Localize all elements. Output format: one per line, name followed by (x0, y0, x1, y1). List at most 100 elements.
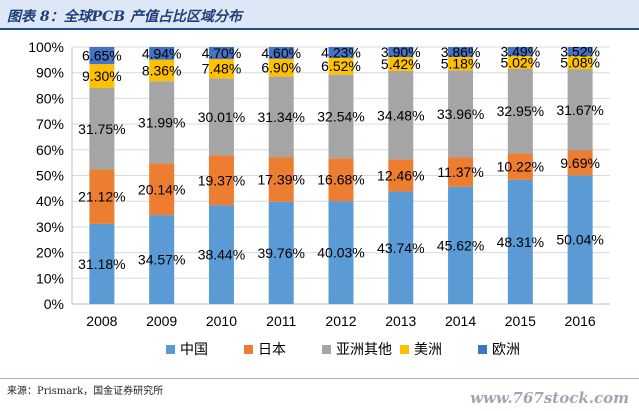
data-label: 19.37% (198, 172, 245, 188)
bar-segment (149, 215, 175, 304)
data-label: 32.95% (497, 103, 544, 119)
data-label: 50.04% (556, 232, 603, 248)
data-label: 5.42% (381, 56, 421, 72)
legend-swatch (478, 345, 487, 354)
data-label: 4.70% (202, 45, 242, 61)
bar-segment (149, 59, 175, 82)
bar-segment (328, 158, 354, 202)
bar-segment (149, 163, 175, 216)
legend-swatch (322, 345, 331, 354)
data-label: 45.62% (437, 237, 484, 253)
bar-segment (208, 155, 234, 206)
x-tick-label: 2009 (146, 313, 177, 329)
data-label: 9.30% (82, 68, 122, 84)
bar-segment (388, 70, 414, 160)
data-label: 17.39% (257, 171, 304, 187)
bar-segment (89, 47, 115, 65)
data-label: 34.48% (377, 107, 424, 123)
y-tick-label: 90% (36, 65, 64, 81)
x-tick-label: 2011 (266, 313, 296, 329)
data-label: 31.67% (556, 102, 603, 118)
data-label: 34.57% (138, 252, 185, 268)
y-tick-label: 70% (36, 116, 64, 132)
data-label: 43.74% (377, 240, 424, 256)
y-tick-label: 100% (28, 39, 64, 55)
bar-segment (507, 153, 533, 180)
y-tick-label: 0% (44, 296, 64, 312)
bar-segment (388, 159, 414, 192)
y-tick-label: 10% (36, 270, 64, 286)
bar-segment (328, 47, 354, 58)
bar-segment (448, 56, 474, 71)
data-label: 40.03% (317, 245, 364, 261)
bar-segment (89, 223, 115, 304)
data-label: 5.02% (500, 54, 540, 70)
data-label: 39.76% (257, 245, 304, 261)
bar-segment (89, 87, 115, 170)
x-tick-label: 2014 (445, 313, 476, 329)
data-label: 3.86% (441, 44, 481, 60)
data-label: 6.52% (321, 58, 361, 74)
bar-segment (268, 157, 294, 202)
data-label: 4.60% (261, 45, 301, 61)
bar-segment (567, 56, 593, 70)
chart-area: 0% 10% 20% 30% 40% 50% 60% 70% 80% 90% 100% 31.18% 2… (0, 30, 639, 378)
bar-segment (149, 81, 175, 164)
data-label: 31.99% (138, 114, 185, 130)
legend-label: 日本 (258, 341, 286, 357)
bar-segment (388, 191, 414, 304)
data-label: 8.36% (142, 62, 182, 78)
stacked-bar-chart: 0% 10% 20% 30% 40% 50% 60% 70% 80% 90% 100% 31.18% 2… (28, 39, 610, 357)
bar-segment (388, 47, 414, 58)
bar-segment (89, 169, 115, 224)
data-label: 32.54% (317, 108, 364, 124)
data-label: 31.75% (78, 121, 125, 137)
data-label: 11.37% (437, 164, 483, 180)
bar-segment (448, 157, 474, 187)
data-label: 3.90% (381, 44, 421, 60)
bar-segment (268, 58, 294, 77)
bar-segment (567, 47, 593, 57)
data-label: 21.12% (78, 189, 125, 205)
bar-segment (208, 78, 234, 156)
bar-segment (567, 69, 593, 151)
data-label: 30.01% (198, 109, 245, 125)
data-label: 5.08% (560, 55, 600, 71)
data-label: 4.94% (142, 45, 182, 61)
bar-segment (567, 175, 593, 304)
data-label: 31.34% (257, 109, 304, 125)
data-label: 6.65% (82, 48, 122, 64)
data-label: 31.18% (78, 256, 125, 272)
data-label: 3.52% (560, 44, 600, 60)
data-label: 10.22% (497, 159, 544, 175)
legend-label: 欧洲 (492, 341, 520, 357)
bar-segment (567, 150, 593, 176)
data-label: 20.14% (138, 181, 185, 197)
bar-segment (507, 47, 533, 56)
x-tick-label: 2013 (385, 313, 416, 329)
title-bar: 图表 8：全球PCB 产值占比区域分布 (0, 0, 639, 30)
source-note: 来源：Prismark，国金证券研究所 (7, 386, 164, 397)
bar-segment (448, 47, 474, 57)
y-tick-label: 30% (36, 219, 64, 235)
x-tick-label: 2016 (565, 313, 596, 329)
x-tick-label: 2012 (325, 313, 356, 329)
chart-title: 图表 8：全球PCB 产值占比区域分布 (7, 9, 242, 25)
data-label: 4.23% (321, 44, 361, 60)
bar-segment (507, 55, 533, 69)
legend-label: 美洲 (414, 341, 442, 357)
bar-segment (208, 47, 234, 60)
bar-segment (507, 68, 533, 154)
bar-segment (328, 57, 354, 75)
x-tick-label: 2010 (206, 313, 237, 329)
data-label: 3.49% (500, 44, 540, 60)
legend-swatch (244, 345, 253, 354)
footer-divider (0, 378, 639, 379)
bar-segment (208, 59, 234, 79)
data-label: 6.90% (261, 60, 301, 76)
bar-segment (328, 74, 354, 159)
y-tick-label: 20% (36, 245, 64, 261)
legend-label: 亚洲其他 (336, 341, 392, 357)
y-tick-label: 50% (36, 168, 64, 184)
y-tick-label: 40% (36, 193, 64, 209)
